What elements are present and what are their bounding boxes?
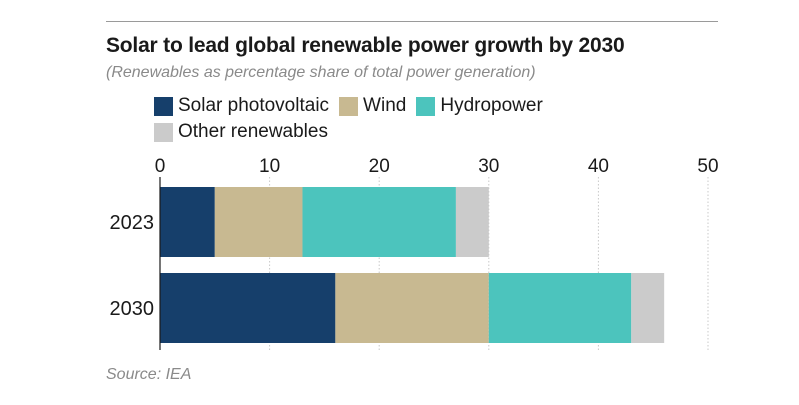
bar-2023-wind — [214, 187, 303, 257]
legend-label-wind: Wind — [363, 95, 407, 116]
legend-label-other: Other renewables — [178, 121, 328, 142]
category-label-2030: 2030 — [110, 298, 155, 320]
legend-row-1: Solar photovoltaic Wind Hydropower — [154, 95, 553, 117]
x-tick-label-30: 30 — [478, 156, 499, 177]
legend-item-solar: Solar photovoltaic — [154, 95, 329, 117]
bar-2030-wind — [335, 273, 489, 343]
bar-2030-solar-photovoltaic — [160, 273, 336, 343]
legend-label-solar: Solar photovoltaic — [178, 95, 330, 116]
legend-item-hydro: Hydropower — [416, 95, 543, 117]
category-label-2023: 2023 — [110, 212, 155, 234]
chart-subtitle: (Renewables as percentage share of total… — [106, 64, 536, 81]
bar-2023-hydropower — [302, 187, 456, 257]
bar-2030-hydropower — [488, 273, 632, 343]
legend-swatch-other — [154, 122, 173, 142]
y-axis-categories: 2023 2030 — [110, 212, 155, 320]
source-note: Source: IEA — [106, 366, 192, 383]
legend-swatch-wind — [339, 96, 359, 116]
legend-swatch-solar — [154, 96, 173, 116]
legend-row-2: Other renewables — [154, 121, 338, 143]
bar-2023-other-renewables — [455, 187, 489, 257]
bars — [160, 187, 665, 343]
legend-swatch-hydro — [416, 96, 436, 116]
chart-title: Solar to lead global renewable power gro… — [106, 34, 625, 57]
legend-item-wind: Wind — [339, 95, 406, 117]
x-tick-label-40: 40 — [588, 156, 609, 177]
x-axis-ticks: 0 10 20 30 40 50 — [155, 156, 719, 177]
x-tick-label-0: 0 — [155, 156, 166, 177]
legend-label-hydro: Hydropower — [440, 95, 543, 116]
top-rule — [106, 21, 718, 22]
legend-item-other: Other renewables — [154, 121, 328, 143]
bar-2023-solar-photovoltaic — [160, 187, 215, 257]
bar-2030-other-renewables — [631, 273, 665, 343]
x-tick-label-10: 10 — [259, 156, 280, 177]
x-tick-label-20: 20 — [369, 156, 390, 177]
x-tick-label-50: 50 — [697, 156, 718, 177]
